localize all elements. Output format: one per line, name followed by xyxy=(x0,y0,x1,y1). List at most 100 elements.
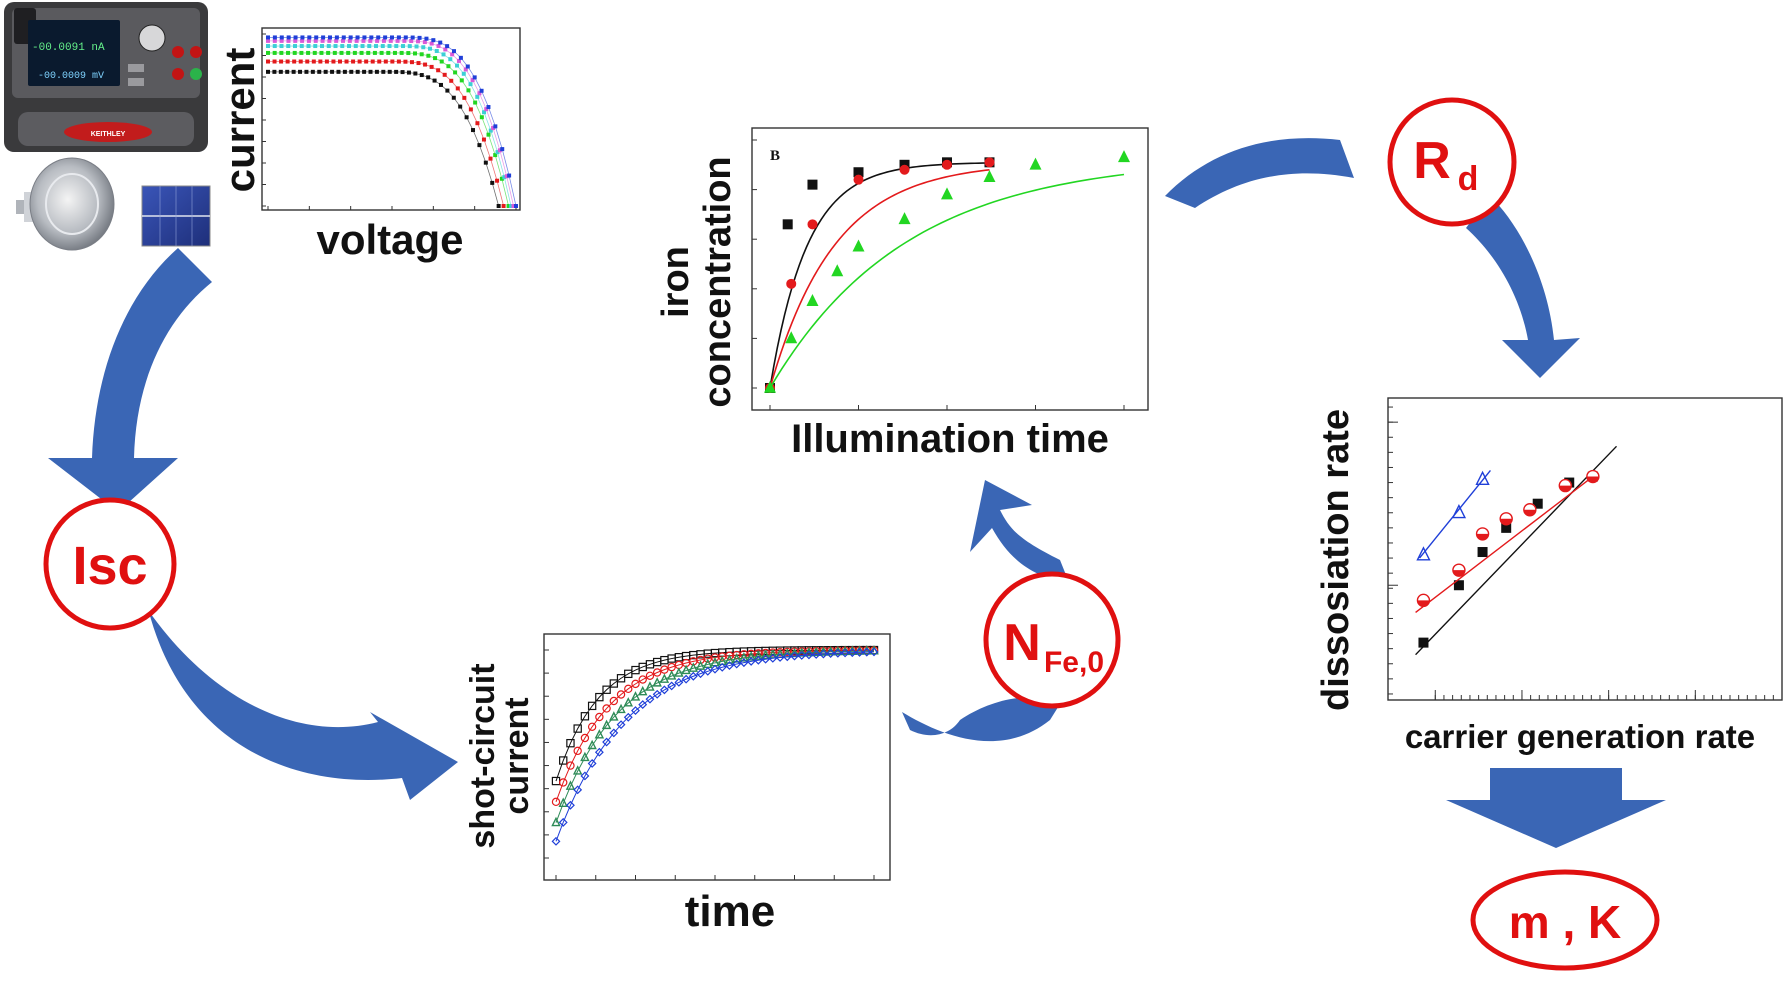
isc-series-3-point xyxy=(602,737,612,747)
isc-series-0-point xyxy=(566,738,575,748)
arrow-current-to-nfe xyxy=(902,697,1060,742)
isc-series-3-point xyxy=(573,785,583,795)
iv-series-1-point xyxy=(442,72,447,77)
iv-series-4-point xyxy=(443,47,448,52)
isc-series-3-point xyxy=(717,662,727,672)
iv-series-3-point xyxy=(306,44,311,49)
iv-series-0-point xyxy=(323,69,328,74)
node-nfe0-subscript: Fe,0 xyxy=(1044,646,1104,679)
iv-series-0-point xyxy=(432,78,437,83)
arrow-iron-to-rd xyxy=(1165,138,1354,208)
iv-series-5-point xyxy=(486,105,491,110)
flow-arrows xyxy=(48,138,1666,848)
iron-series-0-point xyxy=(782,219,793,230)
iv-series-0-point xyxy=(490,180,495,185)
chart-isc-time-frame xyxy=(543,633,891,881)
iron-series-2-point xyxy=(785,331,798,344)
iv-series-1-point xyxy=(357,59,362,64)
isc-series-0-point xyxy=(609,679,619,688)
iv-series-0-point xyxy=(406,70,411,75)
iv-series-1-point xyxy=(351,59,356,64)
iv-series-1-point xyxy=(266,59,270,64)
isc-series-2-point xyxy=(652,677,662,687)
iv-series-2-point xyxy=(279,50,284,55)
iv-series-5-point xyxy=(445,44,450,49)
rates-series-2-point xyxy=(1416,546,1431,561)
iv-series-3-point xyxy=(509,204,514,208)
iv-series-4-point xyxy=(375,38,380,43)
iv-series-3-point xyxy=(333,44,338,49)
iv-series-2-point xyxy=(326,50,331,55)
iv-series-5-point xyxy=(493,124,498,129)
isc-series-1-point xyxy=(580,733,590,743)
isc-series-2-point xyxy=(724,654,735,664)
isc-series-3-point xyxy=(616,720,626,730)
isc-series-3-point xyxy=(667,681,677,691)
iv-series-0-point xyxy=(413,71,418,76)
iron-series-1-point xyxy=(853,174,864,185)
iv-series-0-point xyxy=(291,69,296,74)
iv-series-2-point xyxy=(426,53,431,58)
iv-series-0-point xyxy=(355,69,360,74)
isc-series-2-point xyxy=(609,711,619,721)
iv-series-1-point xyxy=(377,59,382,64)
isc-series-0-point xyxy=(595,692,604,702)
isc-series-2-point xyxy=(695,660,706,670)
isc-series-3-point xyxy=(703,666,713,676)
iv-series-3-point xyxy=(401,44,406,49)
isc-series-3-point xyxy=(566,800,575,810)
iv-series-3-point xyxy=(320,44,325,49)
iv-series-3-point xyxy=(313,44,318,49)
iv-series-0-point xyxy=(298,69,303,74)
isc-series-1-point xyxy=(616,690,626,699)
iv-series-2-point xyxy=(466,88,471,93)
iv-series-1-point xyxy=(468,107,473,112)
iv-series-1-point xyxy=(488,156,493,161)
iv-series-1-point xyxy=(449,78,454,83)
iv-series-3-point xyxy=(394,44,399,49)
sourcemeter-photo: -00.0091 nA -00.0009 mV KEITHLEY xyxy=(4,2,208,152)
isc-series-3-point xyxy=(732,659,742,669)
iv-series-2-point xyxy=(386,50,391,55)
rates-series-0-point xyxy=(1532,498,1543,509)
iv-series-3-point xyxy=(299,44,304,49)
rates-series-1-point xyxy=(1499,512,1513,526)
isc-series-3-point xyxy=(645,694,655,704)
chart-rates-marks xyxy=(1388,406,1774,700)
node-mk-label: m , K xyxy=(1509,896,1621,948)
iv-series-5-point xyxy=(465,64,470,69)
arrow-rd-to-rates xyxy=(1466,196,1580,378)
iv-series-4-point xyxy=(266,38,270,43)
iv-series-5-point xyxy=(383,35,388,40)
iv-series-2-point xyxy=(299,50,304,55)
iv-series-3-point xyxy=(407,44,412,49)
isc-series-2-point xyxy=(731,653,742,663)
isc-series-3-point xyxy=(551,836,561,846)
iv-series-3-point xyxy=(414,44,419,49)
iv-series-2-point xyxy=(453,70,458,75)
iv-series-2-point xyxy=(446,64,451,69)
chart-iron-frame xyxy=(751,127,1149,411)
iv-series-5-point xyxy=(328,35,332,40)
iv-series-3-point xyxy=(482,110,487,115)
iv-series-3-point xyxy=(461,71,466,76)
isc-series-1-point xyxy=(573,746,582,756)
node-mk: m , K xyxy=(1470,869,1660,971)
iv-series-5-point xyxy=(362,35,367,40)
iv-series-1-point xyxy=(396,59,401,64)
isc-series-2-point xyxy=(811,646,821,657)
chart-isc-time-xlabel: time xyxy=(685,887,775,936)
iv-series-2-point xyxy=(499,176,504,181)
iv-series-0-point xyxy=(483,160,488,165)
isc-series-3-point xyxy=(609,728,619,738)
node-isc: Isc xyxy=(43,497,177,631)
iron-series-2-fit xyxy=(769,173,1125,389)
iv-series-5-point xyxy=(396,35,401,40)
isc-series-1-point xyxy=(624,684,633,694)
iv-series-4-point xyxy=(450,52,455,57)
isc-series-2-point xyxy=(630,691,641,701)
isc-series-2-point xyxy=(681,664,691,675)
iv-series-0-point xyxy=(342,69,347,74)
isc-series-3-point xyxy=(681,674,691,684)
iv-series-0-point xyxy=(445,88,450,93)
